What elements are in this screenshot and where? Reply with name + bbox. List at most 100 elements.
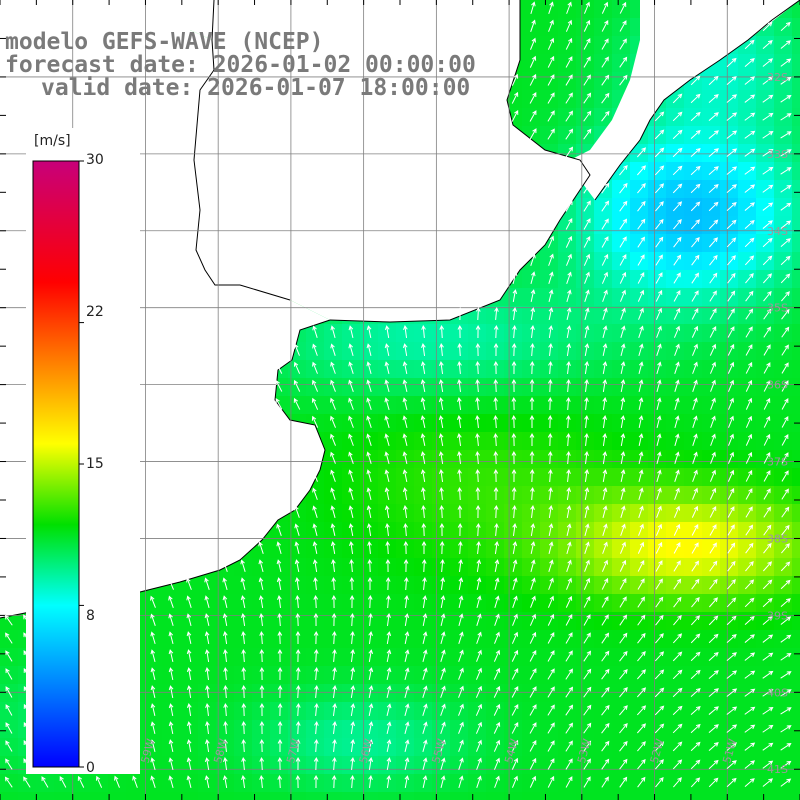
- wind-arrow: [672, 651, 683, 662]
- wind-arrow: [692, 487, 698, 500]
- wind-arrow: [763, 290, 772, 302]
- field-cell: [198, 594, 217, 613]
- field-cell: [558, 594, 577, 613]
- wind-arrow: [259, 666, 265, 681]
- wind-arrow: [745, 379, 753, 392]
- wind-arrow: [726, 597, 737, 608]
- wind-arrow: [566, 450, 571, 465]
- coastline-segment: [594, 0, 800, 201]
- field-cell: [792, 450, 800, 469]
- wind-arrow: [745, 308, 754, 320]
- wind-arrow: [690, 705, 701, 716]
- field-cell: [180, 792, 199, 800]
- field-cell: [252, 666, 271, 685]
- wind-arrow: [780, 58, 792, 67]
- field-cell: [414, 594, 433, 613]
- wind-arrow: [457, 342, 463, 357]
- wind-arrow: [655, 633, 664, 644]
- field-cell: [216, 702, 235, 721]
- colorbar-unit-label: [m/s]: [34, 133, 71, 149]
- field-cell: [396, 504, 415, 523]
- wind-arrow: [186, 631, 192, 645]
- wind-arrow: [439, 469, 444, 483]
- field-cell: [666, 234, 685, 253]
- field-cell: [648, 216, 667, 235]
- wind-arrow: [762, 166, 774, 175]
- field-cell: [90, 792, 109, 800]
- field-cell: [738, 306, 757, 325]
- field-cell: [144, 630, 163, 649]
- wind-arrow: [619, 596, 627, 608]
- wind-arrow: [366, 379, 372, 392]
- wind-arrow: [313, 738, 319, 753]
- wind-arrow: [530, 342, 535, 357]
- wind-arrow: [402, 343, 408, 357]
- field-cell: [684, 108, 703, 127]
- wind-arrow: [295, 630, 301, 645]
- wind-arrow: [204, 613, 210, 627]
- wind-arrow: [638, 379, 644, 393]
- field-cell: [576, 648, 595, 667]
- field-cell: [774, 468, 793, 487]
- wind-arrow: [637, 200, 646, 212]
- field-cell: [594, 756, 613, 775]
- wind-arrow: [620, 397, 626, 411]
- field-cell: [756, 216, 775, 235]
- wind-arrow: [745, 273, 754, 284]
- wind-arrow: [566, 343, 572, 357]
- field-cell: [612, 0, 631, 19]
- field-cell: [702, 468, 721, 487]
- wind-arrow: [205, 667, 210, 681]
- wind-arrow: [744, 615, 755, 626]
- field-cell: [576, 504, 595, 523]
- field-cell: [324, 612, 343, 631]
- wind-arrow: [602, 505, 608, 518]
- field-cell: [594, 306, 613, 325]
- wind-arrow: [493, 360, 499, 375]
- field-cell: [162, 684, 181, 703]
- field-cell: [414, 450, 433, 469]
- wind-arrow: [476, 613, 482, 626]
- field-cell: [360, 486, 379, 505]
- field-cell: [594, 486, 613, 505]
- wind-arrow: [476, 541, 481, 555]
- field-cell: [414, 756, 433, 775]
- wind-arrow: [601, 253, 609, 266]
- field-cell: [288, 648, 307, 667]
- wind-arrow: [744, 597, 755, 608]
- field-cell: [612, 396, 631, 415]
- wind-arrow: [475, 667, 483, 680]
- wind-arrow: [692, 415, 698, 428]
- field-cell: [360, 324, 379, 343]
- field-cell: [630, 180, 649, 199]
- field-cell: [378, 342, 397, 361]
- field-cell: [720, 126, 739, 145]
- field-cell: [144, 792, 163, 800]
- field-cell: [324, 738, 343, 757]
- wind-arrow: [708, 742, 719, 752]
- field-cell: [594, 72, 613, 91]
- wind-arrow: [366, 523, 372, 537]
- wind-arrow: [690, 75, 701, 86]
- field-cell: [342, 324, 361, 343]
- field-cell: [738, 594, 757, 613]
- wind-arrow: [565, 110, 573, 122]
- field-cell: [792, 684, 800, 703]
- wind-arrow: [708, 633, 719, 644]
- wind-arrow: [601, 1, 609, 14]
- wind-arrow: [655, 254, 663, 266]
- wind-arrow: [529, 432, 535, 447]
- wind-arrow: [762, 652, 774, 661]
- wind-arrow: [619, 668, 628, 680]
- field-cell: [612, 216, 631, 235]
- field-cell: [414, 792, 433, 800]
- wind-arrow: [511, 450, 517, 465]
- wind-arrow: [205, 703, 210, 717]
- wind-arrow: [438, 451, 444, 465]
- wind-arrow: [780, 616, 792, 625]
- field-cell: [144, 702, 163, 721]
- field-cell: [540, 684, 559, 703]
- wind-arrow: [457, 360, 462, 375]
- field-cell: [486, 738, 505, 757]
- wind-arrow: [781, 524, 790, 536]
